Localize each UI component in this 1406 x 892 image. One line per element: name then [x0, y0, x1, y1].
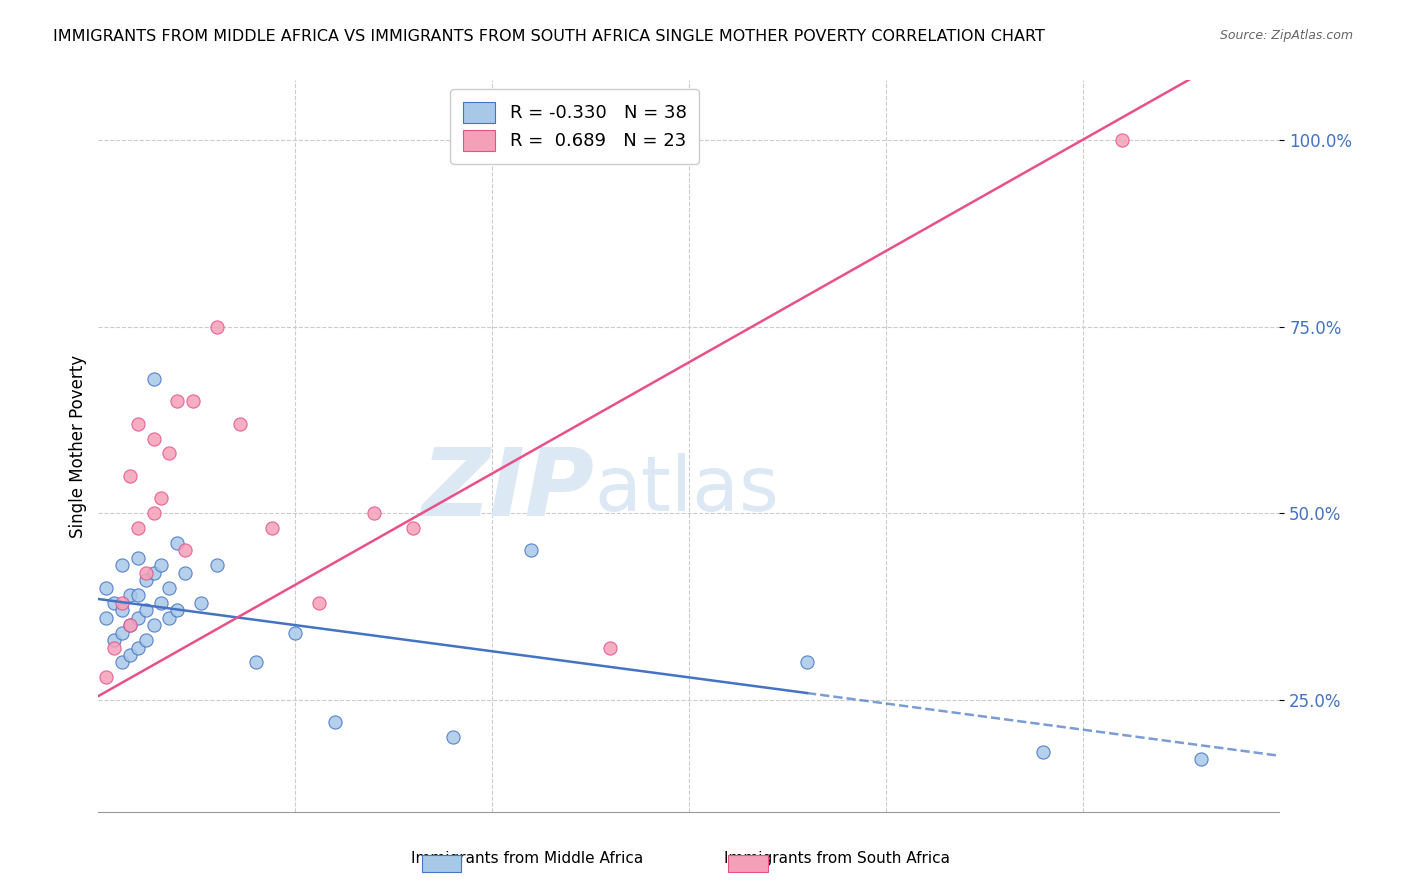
- Point: [127, 588, 149, 602]
- Point: [441, 730, 464, 744]
- Point: [118, 588, 141, 602]
- Point: [111, 603, 134, 617]
- Point: [150, 558, 173, 573]
- Point: [103, 633, 125, 648]
- Text: Immigrants from Middle Africa: Immigrants from Middle Africa: [411, 852, 644, 866]
- Point: [166, 394, 188, 409]
- Point: [520, 543, 543, 558]
- Point: [245, 656, 267, 670]
- Point: [323, 715, 346, 730]
- Point: [796, 656, 818, 670]
- Point: [190, 596, 212, 610]
- Point: [111, 625, 134, 640]
- Point: [111, 558, 134, 573]
- Point: [284, 625, 307, 640]
- Legend: R = -0.330   N = 38, R =  0.689   N = 23: R = -0.330 N = 38, R = 0.689 N = 23: [450, 89, 699, 163]
- Point: [174, 543, 197, 558]
- Point: [1032, 745, 1054, 759]
- Point: [1111, 133, 1133, 147]
- Point: [127, 521, 149, 535]
- Text: IMMIGRANTS FROM MIDDLE AFRICA VS IMMIGRANTS FROM SOUTH AFRICA SINGLE MOTHER POVE: IMMIGRANTS FROM MIDDLE AFRICA VS IMMIGRA…: [53, 29, 1045, 44]
- Point: [96, 610, 118, 624]
- Point: [127, 551, 149, 566]
- Point: [118, 648, 141, 662]
- Point: [127, 417, 149, 431]
- Point: [118, 618, 141, 632]
- Point: [103, 640, 125, 655]
- Text: Source: ZipAtlas.com: Source: ZipAtlas.com: [1219, 29, 1353, 42]
- Point: [142, 432, 165, 446]
- Point: [402, 521, 425, 535]
- Text: Immigrants from South Africa: Immigrants from South Africa: [724, 852, 949, 866]
- Point: [135, 566, 157, 580]
- Point: [135, 574, 157, 588]
- Point: [157, 446, 180, 460]
- Point: [150, 491, 173, 506]
- Point: [96, 670, 118, 684]
- Point: [181, 394, 204, 409]
- Point: [205, 558, 228, 573]
- Point: [142, 618, 165, 632]
- Point: [150, 596, 173, 610]
- Point: [308, 596, 330, 610]
- Point: [111, 596, 134, 610]
- Point: [166, 603, 188, 617]
- Point: [363, 506, 385, 520]
- Point: [174, 566, 197, 580]
- Point: [135, 633, 157, 648]
- Point: [142, 506, 165, 520]
- Point: [118, 618, 141, 632]
- Point: [166, 536, 188, 550]
- Point: [229, 417, 252, 431]
- Point: [205, 319, 228, 334]
- Point: [127, 610, 149, 624]
- Y-axis label: Single Mother Poverty: Single Mother Poverty: [69, 354, 87, 538]
- Point: [111, 656, 134, 670]
- Point: [118, 468, 141, 483]
- Point: [135, 603, 157, 617]
- Text: atlas: atlas: [595, 453, 779, 527]
- Point: [1189, 752, 1212, 766]
- Point: [127, 640, 149, 655]
- Text: ZIP: ZIP: [422, 444, 595, 536]
- Point: [157, 581, 180, 595]
- Point: [142, 372, 165, 386]
- Point: [96, 581, 118, 595]
- Point: [260, 521, 283, 535]
- Point: [103, 596, 125, 610]
- Point: [599, 640, 621, 655]
- Point: [142, 566, 165, 580]
- Point: [157, 610, 180, 624]
